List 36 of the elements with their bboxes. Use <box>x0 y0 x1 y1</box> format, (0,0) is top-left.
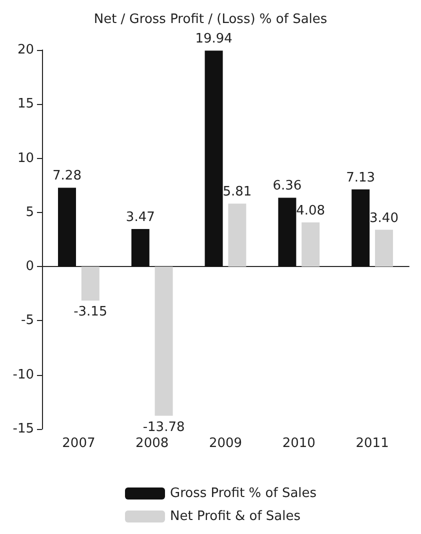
y-tick-label: 20 <box>17 42 34 58</box>
bar <box>131 228 150 267</box>
y-tick-label: -5 <box>21 313 34 328</box>
data-label: 3.40 <box>370 210 398 226</box>
data-label: -3.15 <box>74 304 108 320</box>
bar <box>58 188 76 267</box>
data-label: 4.08 <box>296 203 326 218</box>
y-tick-label: -10 <box>12 367 34 382</box>
bar <box>204 50 223 267</box>
bar <box>352 189 370 267</box>
data-label: 3.47 <box>126 210 155 225</box>
bar <box>278 198 296 267</box>
y-tick-label: -15 <box>12 422 34 436</box>
x-tick-label: 2007 <box>62 436 96 451</box>
y-tick-label: 10 <box>17 150 34 166</box>
legend-label: Net Profit & of Sales <box>170 509 301 524</box>
data-label: 5.81 <box>222 184 252 200</box>
x-tick-label: 2009 <box>208 436 242 451</box>
bar <box>154 266 173 416</box>
legend-label: Gross Profit % of Sales <box>170 486 317 501</box>
data-label: 7.13 <box>346 170 376 186</box>
chart-title: Net / Gross Profit / (Loss) % of Sales <box>94 12 328 27</box>
bar <box>81 266 100 301</box>
bar <box>228 204 246 267</box>
data-label: -13.78 <box>142 420 185 435</box>
x-tick-label: 2010 <box>282 436 316 451</box>
data-label: 6.36 <box>272 178 302 194</box>
y-tick-label: 0 <box>26 259 34 274</box>
y-tick-label: 15 <box>17 96 34 112</box>
data-label: 7.28 <box>52 168 82 184</box>
bar <box>302 222 320 267</box>
data-label: 19.94 <box>195 32 232 47</box>
y-tick-label: 5 <box>26 204 34 220</box>
bar <box>375 230 393 267</box>
x-tick-label: 2008 <box>136 436 169 451</box>
x-tick-label: 2011 <box>356 436 389 451</box>
